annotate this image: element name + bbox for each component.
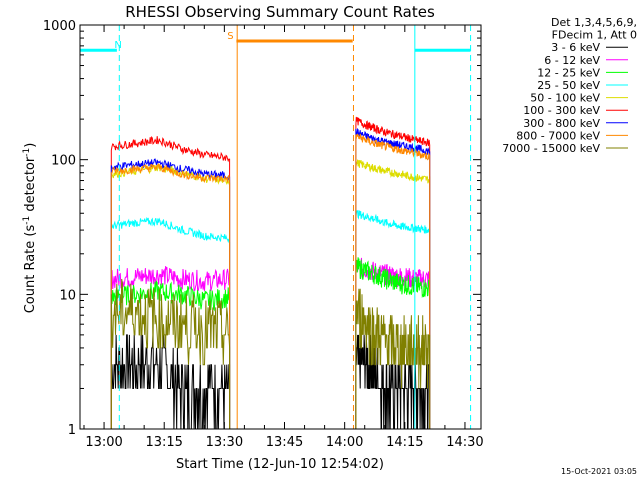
series-line-5 — [355, 116, 431, 429]
x-tick-label: 14:30 — [446, 435, 483, 450]
y-tick-label: 1 — [68, 423, 76, 438]
series-line-5 — [110, 136, 231, 429]
x-tick-label: 13:00 — [85, 435, 122, 450]
x-axis-label: Start Time (12-Jun-10 12:54:02) — [176, 457, 384, 472]
x-tick-label: 14:00 — [326, 435, 363, 450]
series-line-8 — [355, 288, 431, 429]
legend-header: FDecim 1, Att 0 — [552, 29, 637, 42]
series-line-7 — [355, 133, 431, 429]
legend-label: 12 - 25 keV — [537, 66, 600, 79]
flag-label-1: S — [227, 31, 233, 42]
legend-label: 300 - 800 keV — [523, 117, 600, 130]
flag-label-0: N — [114, 40, 121, 51]
legend-label: 3 - 6 keV — [551, 41, 600, 54]
legend-label: 25 - 50 keV — [537, 79, 600, 92]
series-line-2 — [355, 257, 431, 429]
timestamp: 15-Oct-2021 03:05 — [561, 467, 637, 476]
y-tick-label: 1000 — [43, 19, 76, 34]
legend-label: 7000 - 15000 keV — [502, 142, 600, 155]
x-tick-label: 13:45 — [266, 435, 303, 450]
legend-label: 6 - 12 keV — [544, 54, 600, 67]
x-tick-label: 14:15 — [386, 435, 423, 450]
plot-area: NS — [79, 25, 472, 430]
legend-label: 100 - 300 keV — [523, 104, 600, 117]
legend-label: 800 - 7000 keV — [516, 129, 600, 142]
legend-label: 50 - 100 keV — [530, 92, 600, 105]
x-tick-label: 13:30 — [206, 435, 243, 450]
series-line-7 — [110, 163, 231, 429]
legend-header: Det 1,3,4,5,6,9, — [551, 16, 637, 29]
axes: 13:00 13:15 13:30 13:45 14:00 14:15 14:30 1 10 10… — [43, 19, 484, 450]
series-line-8 — [110, 278, 231, 429]
y-axis-label: Count Rate (s-1 detector-1) — [22, 143, 38, 314]
y-tick-label: 10 — [59, 288, 76, 303]
series-line-3 — [110, 216, 231, 429]
x-tick-label: 13:15 — [145, 435, 182, 450]
chart-title: RHESSI Observing Summary Count Rates — [125, 3, 435, 21]
series-line-4 — [355, 159, 431, 429]
series-line-3 — [355, 209, 431, 429]
series-line-0 — [110, 334, 231, 430]
legend: Det 1,3,4,5,6,9,FDecim 1, Att 03 - 6 keV… — [502, 16, 637, 155]
axis-box — [79, 24, 482, 430]
y-tick-label: 100 — [51, 154, 76, 169]
